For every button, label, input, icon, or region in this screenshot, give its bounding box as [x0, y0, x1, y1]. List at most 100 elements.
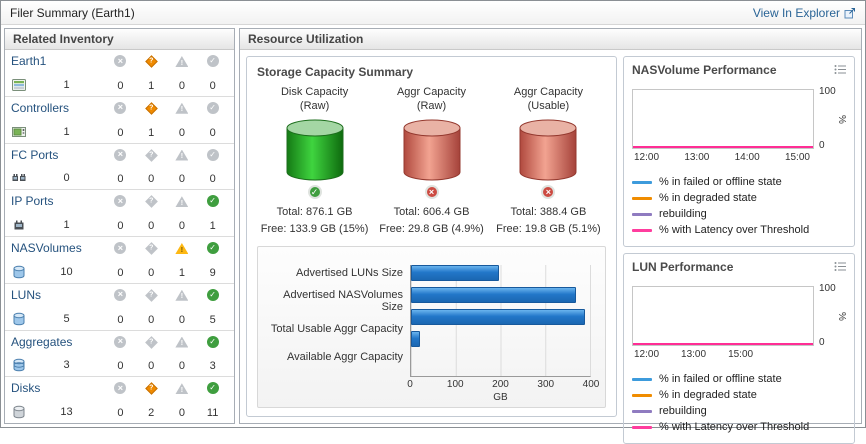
view-in-explorer-link[interactable]: View In Explorer — [753, 6, 856, 20]
time-label: 15:00 — [728, 349, 754, 360]
check-circle-icon — [206, 101, 219, 114]
status-cell-warning[interactable]: 0 — [167, 194, 198, 233]
status-cell-ok[interactable]: 0 — [197, 101, 228, 140]
chart-options-icon[interactable] — [834, 259, 847, 277]
gauge-free: Free: 133.9 GB (15%) — [260, 223, 369, 236]
status-cell-error[interactable]: 0 — [105, 194, 136, 233]
inventory-row-earth1: Earth1 1 0 1 0 0 — [5, 50, 234, 97]
status-cell-error[interactable]: 0 — [105, 54, 136, 93]
status-cell-unknown[interactable]: 2 — [136, 381, 167, 420]
status-cell-unknown[interactable]: 0 — [136, 241, 167, 280]
lun-line-chart — [632, 286, 814, 346]
status-count: 0 — [117, 126, 124, 139]
status-cell-ok[interactable]: 0 — [197, 148, 228, 187]
status-count: 0 — [178, 360, 185, 373]
status-cell-ok[interactable]: 0 — [197, 54, 228, 93]
legend-item: % in failed or offline state — [632, 176, 846, 188]
inventory-item-ip-ports[interactable]: IP Ports — [11, 194, 54, 209]
latency-series-line — [633, 343, 813, 345]
check-circle-icon — [206, 288, 219, 301]
inventory-item-controllers[interactable]: Controllers — [11, 100, 70, 115]
status-cell-ok[interactable]: 9 — [197, 241, 228, 280]
gauge-total: Total: 876.1 GB — [276, 206, 353, 218]
inventory-item-luns[interactable]: LUNs — [11, 287, 42, 302]
gauge-title-line2: (Raw) — [299, 100, 330, 113]
status-cell-unknown[interactable]: 0 — [136, 288, 167, 327]
diamond-warning-icon — [144, 195, 158, 209]
gauge-status-error-icon — [424, 185, 439, 199]
red-cylinder-gauge — [519, 119, 577, 181]
status-cell-unknown[interactable]: 0 — [136, 194, 167, 233]
status-cell-warning[interactable]: 0 — [167, 335, 198, 374]
legend-label: % in failed or offline state — [659, 176, 782, 188]
status-cell-error[interactable]: 0 — [105, 381, 136, 420]
time-label: 12:00 — [634, 152, 660, 163]
status-cell-warning[interactable]: 1 — [167, 241, 198, 280]
bar-category-label: Advertised NASVolumes Size — [283, 289, 403, 314]
capacity-bar — [411, 309, 585, 326]
bar-category-label: Advertised LUNs Size — [296, 267, 403, 280]
aggregate-icon — [11, 357, 28, 373]
red-cylinder-gauge — [403, 119, 460, 181]
chart-options-icon[interactable] — [834, 62, 847, 80]
legend-swatch — [632, 393, 652, 397]
status-cell-error[interactable]: 0 — [105, 288, 136, 327]
status-cell-error[interactable]: 0 — [105, 241, 136, 280]
status-cell-warning[interactable]: 0 — [167, 381, 198, 420]
bar-category-label: Total Usable Aggr Capacity — [270, 323, 403, 336]
status-cell-warning[interactable]: 0 — [167, 148, 198, 187]
view-in-explorer-label: View In Explorer — [752, 5, 840, 20]
status-cell-unknown[interactable]: 0 — [136, 148, 167, 187]
status-count: 0 — [148, 266, 155, 279]
status-cell-warning[interactable]: 0 — [167, 101, 198, 140]
legend-item: % in failed or offline state — [632, 373, 846, 385]
lun-performance-title: LUN Performance — [632, 260, 734, 274]
y-min-label: 0 — [819, 337, 825, 348]
x-tick: 400 — [582, 379, 600, 391]
y-max-label: 100 — [819, 283, 836, 294]
gauge-free: Free: 19.8 GB (5.1%) — [496, 223, 601, 236]
inventory-row-disks: Disks 13 0 2 0 11 — [5, 377, 234, 423]
status-count: 1 — [148, 79, 155, 92]
circle-x-icon — [114, 335, 127, 348]
x-tick: 300 — [537, 379, 555, 391]
triangle-caution-icon — [175, 289, 189, 301]
status-cell-ok[interactable]: 5 — [197, 288, 228, 327]
status-cell-ok[interactable]: 3 — [197, 335, 228, 374]
status-count: 0 — [117, 407, 124, 419]
storage-capacity-summary-box: Storage Capacity Summary Disk Capacity (… — [246, 56, 617, 417]
status-cell-unknown[interactable]: 0 — [136, 335, 167, 374]
status-cell-ok[interactable]: 11 — [197, 381, 228, 420]
triangle-caution-icon — [175, 243, 189, 254]
inventory-row-fc-ports: FC Ports 0 0 0 0 0 — [5, 144, 234, 191]
status-count: 5 — [209, 313, 216, 326]
status-cell-error[interactable]: 0 — [105, 148, 136, 187]
status-count: 0 — [209, 173, 216, 186]
capacity-bar — [411, 265, 499, 282]
bar-chart-labels: Advertised LUNs Size Advertised NASVolum… — [264, 259, 410, 403]
check-circle-icon — [206, 55, 219, 67]
status-cell-warning[interactable]: 0 — [167, 54, 198, 93]
legend-swatch — [632, 212, 652, 216]
status-cell-unknown[interactable]: 1 — [136, 54, 167, 93]
inventory-item-earth1[interactable]: Earth1 — [11, 54, 47, 68]
inventory-item-fc-ports[interactable]: FC Ports — [11, 147, 59, 162]
status-cell-error[interactable]: 0 — [105, 335, 136, 374]
status-count: 0 — [148, 313, 155, 326]
y-axis-unit: % — [835, 311, 847, 321]
status-cell-ok[interactable]: 1 — [197, 194, 228, 233]
inventory-item-nasvolumes[interactable]: NASVolumes — [11, 241, 82, 255]
inventory-item-disks[interactable]: Disks — [11, 381, 41, 396]
status-cell-warning[interactable]: 0 — [167, 288, 198, 327]
status-count: 0 — [148, 360, 155, 373]
legend-label: % with Latency over Threshold — [659, 421, 810, 433]
inventory-item-aggregates[interactable]: Aggregates — [11, 334, 73, 349]
legend-swatch — [632, 228, 652, 232]
status-count: 9 — [209, 266, 216, 279]
status-cell-unknown[interactable]: 1 — [136, 101, 167, 140]
gauge-title-line1: Aggr Capacity — [396, 86, 467, 98]
related-inventory-header: Related Inventory — [5, 29, 234, 50]
latency-series-line — [633, 146, 813, 148]
diamond-warning-icon — [144, 148, 158, 162]
status-cell-error[interactable]: 0 — [105, 101, 136, 140]
